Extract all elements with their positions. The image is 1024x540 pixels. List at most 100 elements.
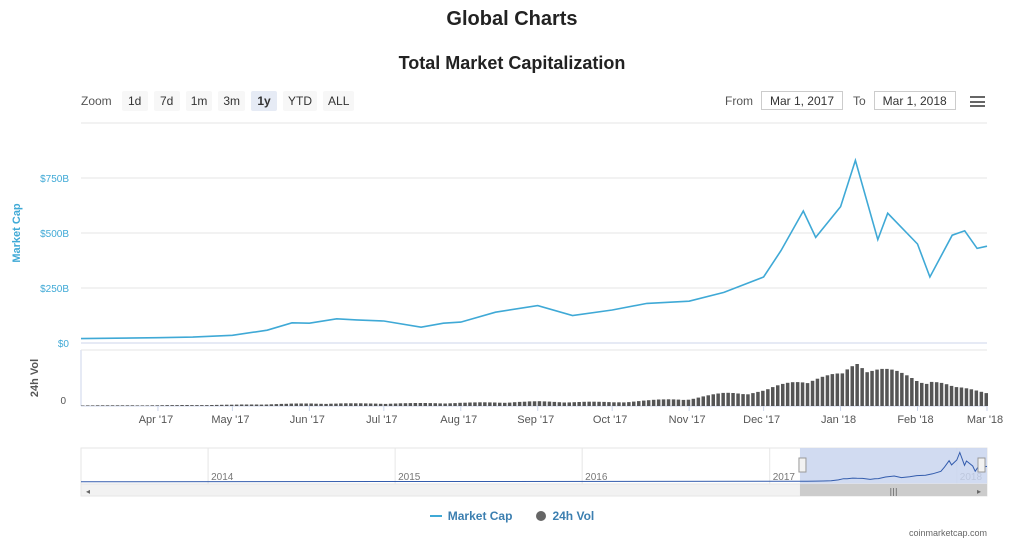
volume-bar (895, 370, 899, 406)
volume-bar (766, 389, 770, 406)
volume-bar (805, 383, 810, 406)
navigator-selection-mask (799, 448, 987, 484)
volume-bar (86, 405, 90, 406)
volume-bar (870, 370, 874, 406)
volume-bar (319, 403, 323, 406)
volume-bar (537, 401, 542, 406)
volume-bar (751, 393, 755, 406)
volume-bar (597, 401, 601, 406)
volume-bar (344, 403, 348, 406)
volume-bar (329, 403, 333, 406)
volume-bar (944, 384, 949, 406)
volume-bar (557, 402, 562, 406)
credit-link[interactable]: coinmarketcap.com (909, 528, 988, 538)
zoom-1m-button[interactable]: 1m (185, 91, 213, 111)
volume-bar (468, 402, 472, 406)
volume-bar (815, 378, 820, 406)
volume-bar (825, 375, 830, 406)
volume-bar (711, 394, 715, 406)
volume-bar (820, 376, 825, 406)
zoom-7d-button[interactable]: 7d (153, 91, 180, 111)
volume-bar (716, 393, 720, 406)
volume-bar (646, 400, 651, 406)
volume-bar (438, 403, 442, 406)
volume-bar (200, 405, 204, 406)
volume-bar (835, 373, 840, 406)
volume-bar (622, 402, 626, 406)
volume-bar (542, 401, 547, 406)
zoom-1d-button[interactable]: 1d (121, 91, 148, 111)
navigator-left-handle[interactable] (798, 457, 807, 473)
volume-bar (473, 402, 477, 406)
volume-bar (140, 405, 145, 406)
zoom-1y-button[interactable]: 1y (251, 91, 278, 111)
x-tick-label: Sep '17 (517, 414, 554, 426)
volume-bar (239, 404, 244, 406)
volume-bar (840, 373, 845, 406)
legend-market-cap[interactable]: Market Cap (429, 509, 512, 523)
volume-bar (507, 402, 512, 406)
volume-bar (478, 402, 482, 406)
scroll-left-arrow-icon[interactable]: ◂ (86, 487, 90, 496)
navigator-scrollbar-thumb[interactable] (799, 484, 987, 496)
navigator-right-handle[interactable] (977, 457, 986, 473)
volume-bar (701, 396, 705, 406)
volume-bar (448, 403, 452, 406)
volume-bar (676, 399, 681, 406)
volume-bar (860, 368, 864, 406)
volume-bar (180, 405, 184, 406)
x-tick-label: Mar '18 (967, 414, 1003, 426)
to-date-input[interactable] (873, 91, 956, 110)
volume-bar (736, 393, 740, 406)
chart-title: Total Market Capitalization (398, 53, 626, 73)
volume-bar (666, 399, 671, 406)
volume-bar (761, 390, 765, 406)
legend-24h-vol[interactable]: 24h Vol (536, 509, 594, 523)
volume-bar (627, 402, 631, 406)
volume-bar (776, 385, 780, 406)
zoom-3m-button[interactable]: 3m (218, 91, 246, 111)
x-tick-label: May '17 (211, 414, 249, 426)
volume-bar (493, 402, 497, 406)
volume-bar (364, 403, 368, 406)
volume-bar (875, 369, 879, 406)
line-icon (429, 515, 442, 517)
volume-bar (264, 404, 269, 406)
volume-bar (498, 402, 502, 406)
volume-bar (225, 404, 229, 406)
navigator-tick-label: 2016 (585, 472, 608, 483)
volume-bar (130, 405, 135, 406)
x-tick-label: Oct '17 (593, 414, 628, 426)
volume-bar (388, 403, 393, 406)
x-tick-label: Dec '17 (743, 414, 780, 426)
volume-bar (195, 405, 199, 406)
volume-bar (368, 403, 373, 406)
x-tick-label: Jan '18 (821, 414, 856, 426)
volume-bar (244, 404, 249, 406)
volume-bar (512, 402, 517, 406)
volume-bar (135, 405, 140, 406)
volume-bar (423, 403, 427, 406)
volume-bar (721, 392, 725, 406)
volume-bar (334, 403, 338, 406)
volume-bar (795, 382, 800, 406)
volume-bar (532, 401, 537, 406)
scroll-right-arrow-icon[interactable]: ▸ (977, 487, 981, 496)
volume-bar (691, 398, 696, 406)
y-tick-label: $0 (58, 339, 70, 350)
zoom-all-button[interactable]: ALL (323, 91, 355, 111)
legend: Market Cap 24h Vol (0, 509, 1024, 523)
volume-bar (95, 405, 100, 406)
volume-bar (790, 382, 795, 406)
from-date-input[interactable] (761, 91, 843, 110)
zoom-ytd-button[interactable]: YTD (283, 91, 318, 111)
volume-bar (155, 405, 159, 406)
dot-icon (536, 511, 547, 521)
hamburger-menu-icon[interactable] (970, 96, 985, 107)
scrollbar-grip-icon: ||| (889, 487, 897, 496)
volume-bar (488, 402, 492, 406)
volume-bar (656, 399, 661, 406)
volume-bar (90, 405, 95, 406)
volume-bar (632, 401, 636, 406)
y-tick-label: $750B (40, 174, 69, 185)
